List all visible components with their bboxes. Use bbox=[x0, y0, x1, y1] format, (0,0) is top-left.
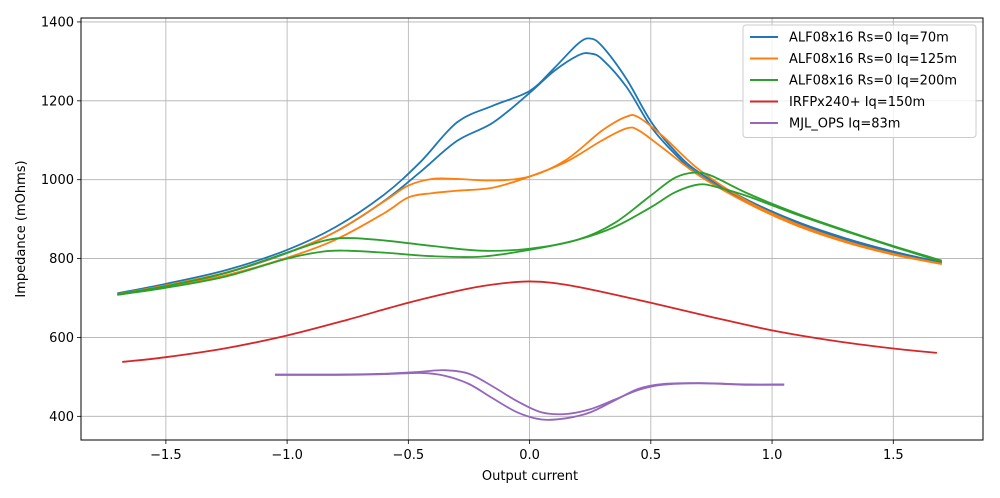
x-tick-label: −0.5 bbox=[393, 448, 425, 463]
x-tick-label: 1.0 bbox=[762, 448, 783, 463]
series-branch bbox=[117, 126, 942, 296]
y-tick-label: 1000 bbox=[41, 173, 74, 188]
x-axis-label: Output current bbox=[482, 469, 578, 484]
legend-label: ALF08x16 Rs=0 Iq=70m bbox=[789, 31, 949, 46]
legend-label: ALF08x16 Rs=0 Iq=200m bbox=[789, 74, 957, 89]
legend-label: IRFPx240+ Iq=150m bbox=[789, 95, 925, 110]
y-tick-label: 600 bbox=[49, 331, 74, 346]
legend-label: MJL_OPS Iq=83m bbox=[789, 117, 900, 132]
x-tick-label: −1.0 bbox=[271, 448, 303, 463]
grid-lines bbox=[81, 18, 983, 440]
series-branch bbox=[117, 37, 942, 295]
x-tick-label: 0.5 bbox=[640, 448, 661, 463]
y-tick-label: 1200 bbox=[41, 94, 74, 109]
series-line-4 bbox=[122, 280, 938, 363]
legend-label: ALF08x16 Rs=0 Iq=125m bbox=[789, 52, 957, 67]
y-tick-label: 400 bbox=[49, 410, 74, 425]
series-line-5 bbox=[274, 369, 785, 421]
legend-box bbox=[742, 24, 977, 138]
y-axis-ticks: 400 600 800 1000 1200 1400 bbox=[41, 15, 81, 425]
legend: ALF08x16 Rs=0 Iq=70m ALF08x16 Rs=0 Iq=125… bbox=[742, 24, 977, 138]
y-tick-label: 1400 bbox=[41, 15, 74, 30]
y-tick-label: 800 bbox=[49, 252, 74, 267]
x-tick-label: −1.5 bbox=[150, 448, 182, 463]
series-branch bbox=[117, 183, 943, 296]
x-tick-label: 1.5 bbox=[883, 448, 904, 463]
y-axis-label: Impedance (mOhms) bbox=[14, 160, 29, 297]
x-tick-label: 0.0 bbox=[519, 448, 540, 463]
series-group bbox=[117, 37, 943, 421]
x-axis-ticks: −1.5 −1.0 −0.5 0.0 0.5 1.0 1.5 bbox=[150, 440, 904, 463]
series-branch bbox=[122, 280, 938, 363]
plot-frame bbox=[80, 17, 984, 441]
series-branch bbox=[274, 372, 785, 421]
series-line-2 bbox=[117, 114, 942, 296]
series-line-3 bbox=[117, 171, 943, 296]
